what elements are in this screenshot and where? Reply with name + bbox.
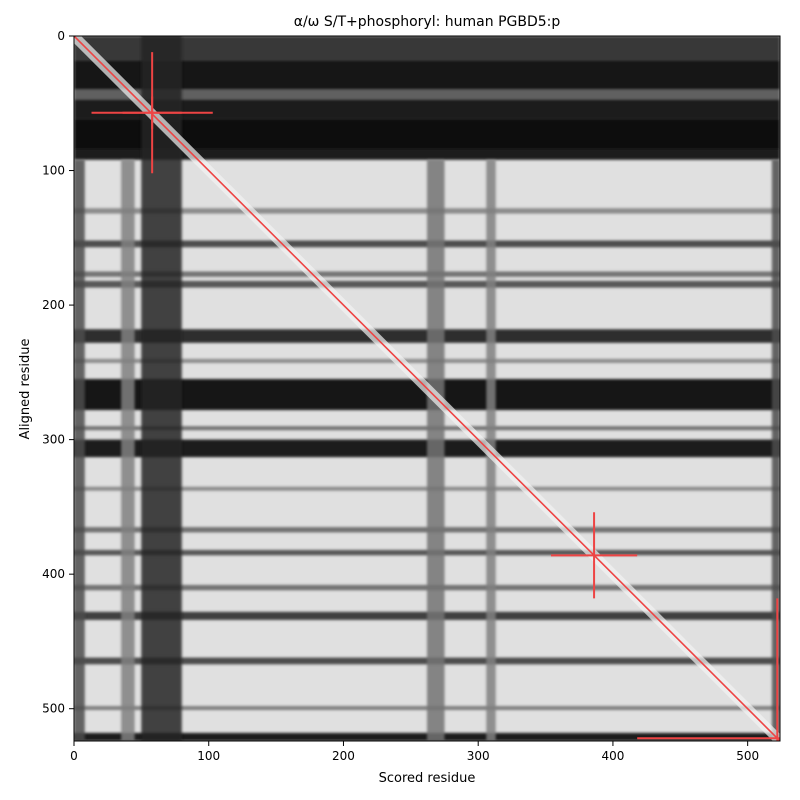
column-band-2 [141, 36, 182, 741]
y-tick-label-500: 500 [42, 702, 65, 716]
marker-1 [122, 96, 182, 129]
row-band-4 [74, 119, 780, 150]
plot-frame [73, 35, 781, 742]
y-axis: 0 100 200 300 400 500 [42, 29, 74, 716]
x-tick-label-200: 200 [332, 749, 355, 763]
x-tick-label-400: 400 [601, 749, 624, 763]
x-tick-label-300: 300 [467, 749, 490, 763]
row-band-0 [74, 36, 780, 61]
x-axis: 0 100 200 300 400 500 [70, 741, 759, 763]
x-tick-label-500: 500 [736, 749, 759, 763]
chart-title: α/ω S/T+phosphoryl: human PGBD5:p [294, 14, 561, 30]
diagonal-line [74, 36, 780, 741]
y-axis-label: Aligned residue [18, 339, 33, 440]
x-tick-label-0: 0 [70, 749, 78, 763]
row-band-3 [74, 99, 780, 120]
column-band-3 [427, 159, 445, 741]
plot-area [74, 36, 780, 741]
column-band-1 [121, 159, 135, 741]
y-tick-label-300: 300 [42, 433, 65, 447]
y-tick-label-100: 100 [42, 164, 65, 178]
row-band-5 [74, 149, 780, 160]
column-band-0 [74, 159, 85, 741]
x-tick-label-100: 100 [197, 749, 220, 763]
column-band-5 [771, 159, 780, 741]
y-tick-label-200: 200 [42, 298, 65, 312]
row-band-1 [74, 60, 780, 90]
y-tick-label-400: 400 [42, 567, 65, 581]
y-tick-label-0: 0 [57, 29, 65, 43]
row-band-2 [74, 89, 780, 100]
x-axis-label: Scored residue [379, 771, 476, 786]
